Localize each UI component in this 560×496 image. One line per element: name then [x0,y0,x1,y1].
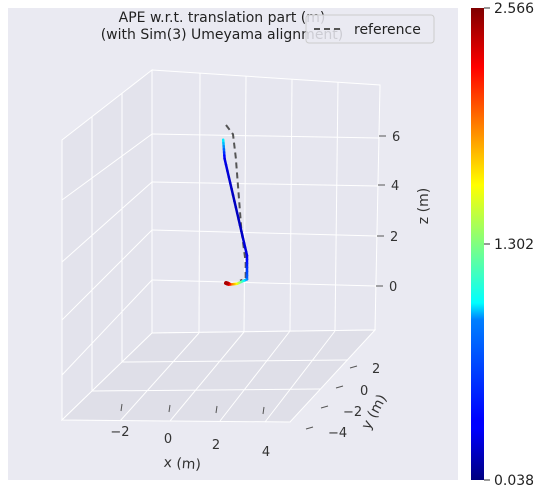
x-tick-label: 4 [262,445,270,460]
z-axis: 6 4 2 0 z (m) [376,130,432,295]
z-axis-label: z (m) [416,188,432,224]
x-tick-label: 2 [212,438,220,453]
chart-title: APE w.r.t. translation part (m) (with Si… [101,10,344,43]
x-tick-mark [262,406,265,415]
x-tick-mark [215,405,218,414]
legend-box [305,14,435,44]
x-tick-mark [168,404,171,413]
x-tick-label: −2 [110,425,129,440]
axis-panes [60,68,381,423]
z-tick-label: 4 [391,179,399,194]
estimate-series [221,138,249,286]
colorbar-tick-label-mid: 1.302 [494,237,534,253]
title-line-2: (with Sim(3) Umeyama alignment) [101,27,344,43]
y-tick-mark [305,426,314,430]
x-axis: −2 0 2 4 x (m) [110,403,270,474]
x-axis-label: x (m) [163,455,201,474]
title-line-1: APE w.r.t. translation part (m) [119,10,326,26]
colorbar: 2.566 1.302 0.038 [471,1,534,489]
z-tick-label: 6 [392,130,400,145]
y-tick-label: −4 [328,426,347,441]
reference-series [225,124,247,282]
y-tick-label: 0 [360,384,368,399]
legend: reference [305,14,435,44]
y-tick-mark [335,385,344,389]
reference-trajectory-line [225,124,247,282]
y-tick-mark [320,405,329,409]
y-tick-mark [349,365,358,369]
colorbar-tick-label-min: 0.038 [494,473,534,489]
x-tick-mark [120,403,123,412]
y-tick-label: 2 [372,362,380,377]
z-tick-label: 2 [390,230,398,245]
colorbar-tick-label-max: 2.566 [494,1,534,17]
z-tick-label: 0 [389,280,397,295]
back-right-pane [151,69,381,334]
x-tick-label: 0 [164,432,172,447]
y-tick-label: −2 [343,405,362,420]
legend-label-reference: reference [354,22,421,38]
colorbar-gradient [471,8,484,480]
gridlines [61,72,380,423]
